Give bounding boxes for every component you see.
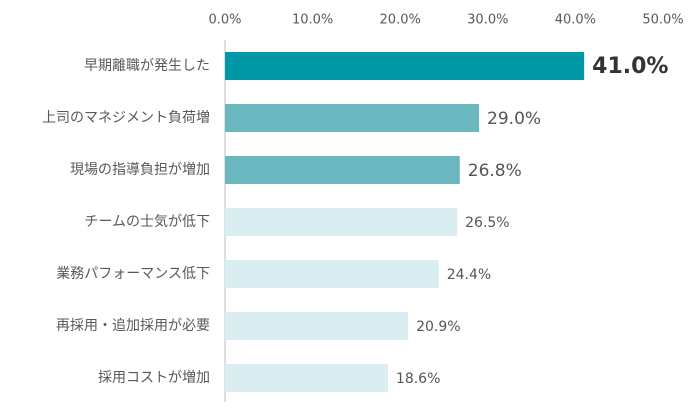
x-tick-label: 30.0% <box>467 13 508 28</box>
y-tick-label: 再採用・追加採用が必要 <box>56 318 210 334</box>
value-label: 24.4% <box>447 267 491 283</box>
y-tick-label: 現場の指導負担が増加 <box>70 162 210 178</box>
value-label: 26.8% <box>468 161 522 181</box>
x-tick-label: 20.0% <box>380 13 421 28</box>
value-label: 29.0% <box>487 109 541 129</box>
bar <box>225 156 460 184</box>
y-tick-label: チームの士気が低下 <box>84 214 210 230</box>
y-tick-label: 採用コストが増加 <box>98 370 210 386</box>
bar <box>225 208 458 236</box>
value-label: 20.9% <box>416 319 460 335</box>
bar <box>225 260 439 288</box>
bar <box>225 364 388 392</box>
x-tick-label: 50.0% <box>642 13 683 28</box>
bar <box>225 104 480 132</box>
bar <box>225 52 585 80</box>
y-tick-label: 上司のマネジメント負荷増 <box>42 110 210 126</box>
x-tick-label: 40.0% <box>555 13 596 28</box>
bar <box>225 312 409 340</box>
y-tick-label: 業務パフォーマンス低下 <box>56 266 210 282</box>
value-label: 41.0% <box>592 54 668 79</box>
x-tick-label: 10.0% <box>292 13 333 28</box>
value-label: 18.6% <box>396 371 440 387</box>
y-tick-label: 早期離職が発生した <box>84 57 210 74</box>
value-label: 26.5% <box>465 215 509 231</box>
x-tick-label: 0.0% <box>208 13 241 28</box>
